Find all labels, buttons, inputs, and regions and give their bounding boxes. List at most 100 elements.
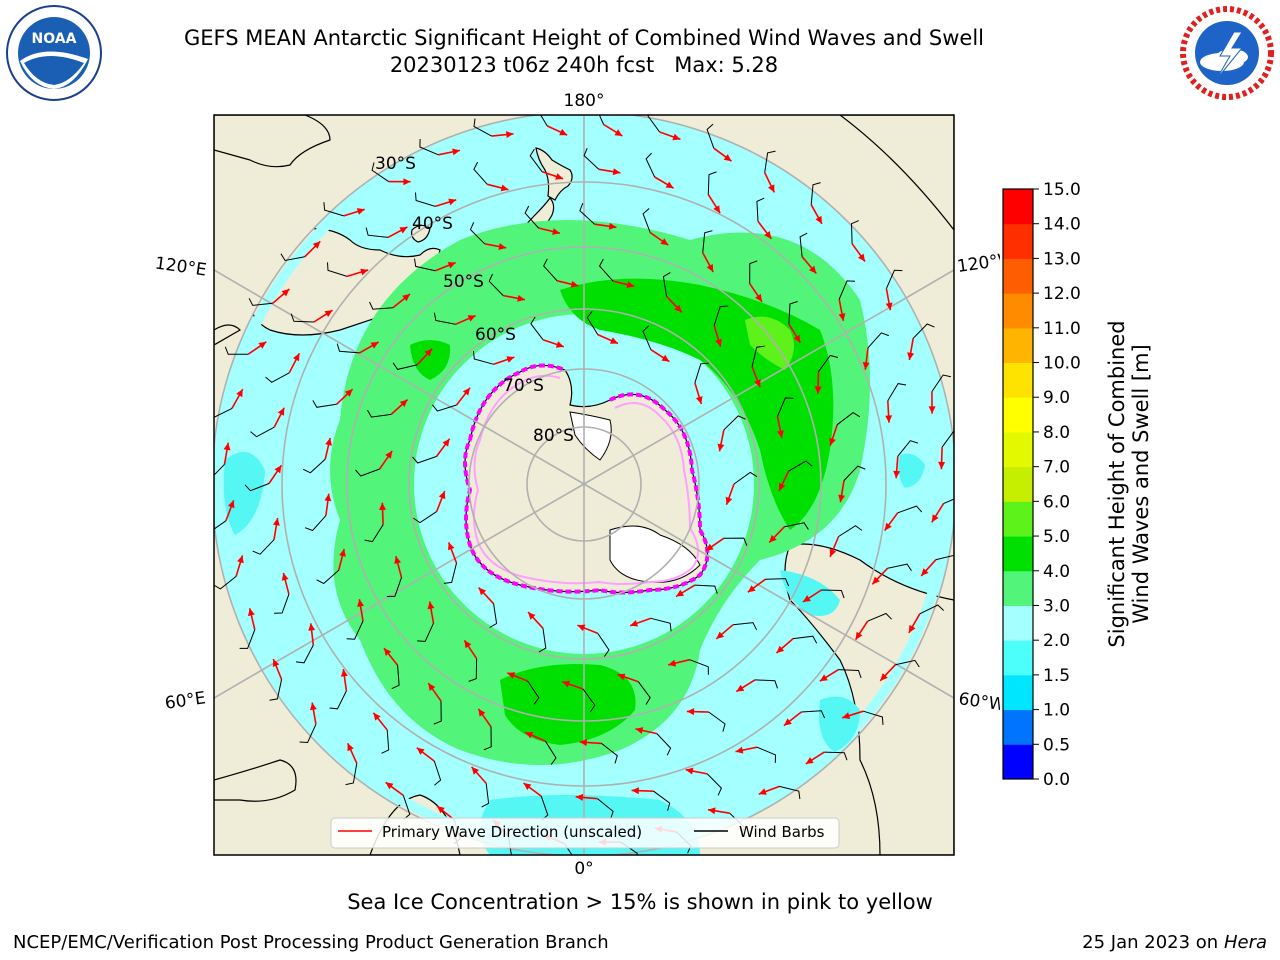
wind-barb xyxy=(473,118,492,137)
wind-barb xyxy=(527,680,540,705)
wind-barb xyxy=(214,520,227,530)
wave-arrow-head xyxy=(928,406,936,414)
wind-barb xyxy=(702,230,713,253)
wind-barb xyxy=(473,161,488,185)
wind-barb xyxy=(662,272,671,297)
wave-arrow-head xyxy=(626,281,635,288)
wave-arrow-head xyxy=(384,648,392,656)
wind-barb xyxy=(642,208,651,233)
wind-barb xyxy=(867,612,892,622)
wind-barb xyxy=(371,162,389,183)
wave-arrow-head xyxy=(347,743,354,752)
colorbar-tick-label: 0.5 xyxy=(1043,735,1070,755)
wind-barb xyxy=(836,411,861,426)
wind-barb xyxy=(364,524,384,543)
wind-barb xyxy=(708,711,726,732)
wave-arrow-head xyxy=(344,389,353,397)
wave-arrow-head xyxy=(442,438,450,447)
wave-arrow-head xyxy=(274,465,282,474)
colorbar-tick-label: 11.0 xyxy=(1043,319,1081,339)
wind-barb xyxy=(295,644,314,664)
wave-arrow-head xyxy=(829,437,836,446)
wind-barb xyxy=(838,280,856,300)
wave-arrow-head xyxy=(631,787,639,795)
wave-arrow-head xyxy=(464,640,472,649)
wave-arrow-head xyxy=(385,782,394,790)
wind-barb xyxy=(269,679,283,701)
wind-barb xyxy=(601,743,618,764)
colorbar-box xyxy=(1003,501,1033,537)
colorbar-tick-label: 2.0 xyxy=(1043,631,1070,651)
wind-barb xyxy=(524,205,539,229)
wind-barb xyxy=(824,751,848,761)
colorbar-tick-label: 9.0 xyxy=(1043,388,1070,408)
wave-arrow-head xyxy=(562,680,571,688)
cyan-patch-sw xyxy=(819,696,860,752)
wind-barb xyxy=(415,192,436,207)
wind-barb xyxy=(304,515,327,532)
wind-barb xyxy=(689,659,709,675)
wind-barb xyxy=(756,746,777,763)
wind-barb xyxy=(481,783,490,808)
colorbar-tick-label: 0.0 xyxy=(1043,770,1070,790)
wave-arrow-head xyxy=(819,674,828,682)
wave-arrow-head xyxy=(931,514,939,523)
colorbar-box xyxy=(1003,570,1033,606)
wave-arrow-head xyxy=(614,129,623,136)
wind-barb xyxy=(299,724,317,744)
wind-barb xyxy=(579,203,595,225)
wind-barb xyxy=(779,785,801,800)
wave-arrow-head xyxy=(500,184,509,192)
wave-arrow-head xyxy=(555,173,564,180)
wind-barb xyxy=(733,622,758,631)
map: 30°S 40°S 50°S 60°S 70°S 80°S Primary Wa… xyxy=(154,91,1000,879)
wave-arrow-head xyxy=(416,747,425,755)
wind-barb xyxy=(897,440,919,457)
wave-arrow-head xyxy=(579,739,587,746)
wave-arrow-head xyxy=(838,494,845,503)
wind-barb xyxy=(244,483,270,492)
noaa-logo-text: NOAA xyxy=(32,31,77,47)
wave-arrow-head xyxy=(570,280,579,288)
colorbar-box xyxy=(1003,431,1033,468)
wave-arrow-head xyxy=(325,437,332,446)
wind-barb xyxy=(793,635,818,644)
cyan-patch-west xyxy=(223,452,265,535)
wind-barb xyxy=(224,346,249,355)
colorbar-box xyxy=(1003,605,1033,641)
wave-arrow-head xyxy=(438,491,446,500)
wave-arrow-head xyxy=(577,624,586,632)
sea-ice-edge-inner xyxy=(473,374,699,585)
wind-barb xyxy=(850,220,859,244)
nws-logo xyxy=(1179,5,1275,101)
wave-arrow-head xyxy=(370,342,379,349)
wave-arrow-head xyxy=(805,757,814,764)
legend-wave-label: Primary Wave Direction (unscaled) xyxy=(382,823,642,841)
legend-barb-label: Wind Barbs xyxy=(739,823,825,841)
wave-arrow-head xyxy=(685,767,694,775)
wave-arrow-head xyxy=(272,659,280,667)
wave-arrow-head xyxy=(686,708,695,716)
map-frame xyxy=(213,114,955,856)
wave-arrow-head xyxy=(938,461,946,470)
wave-arrow-head xyxy=(705,543,714,551)
wind-barb xyxy=(863,710,884,725)
wind-barb xyxy=(943,498,954,505)
wind-barb xyxy=(818,354,839,372)
wind-barb xyxy=(887,383,907,401)
wave-arrow-head xyxy=(829,548,837,557)
wave-arrow-head xyxy=(467,315,476,322)
wave-arrow-head xyxy=(809,265,817,274)
legend: Primary Wave Direction (unscaled) Wind B… xyxy=(330,817,840,849)
wind-barb xyxy=(468,658,478,682)
wave-arrow-head xyxy=(815,215,822,224)
wind-barb xyxy=(290,313,314,323)
wind-barb xyxy=(432,404,457,412)
wind-barb xyxy=(765,578,790,587)
wave-arrow-head xyxy=(921,568,929,576)
wind-barb xyxy=(365,227,389,238)
wave-arrow-head xyxy=(610,337,618,344)
wave-arrow-head xyxy=(735,746,744,754)
wind-barb xyxy=(248,298,273,306)
colorbar: 0.0 0.5 1.0 1.5 2.0 3.0 4.0 5.0 6.0 7.0 8.0 9.0 10.0… xyxy=(1002,180,1153,790)
